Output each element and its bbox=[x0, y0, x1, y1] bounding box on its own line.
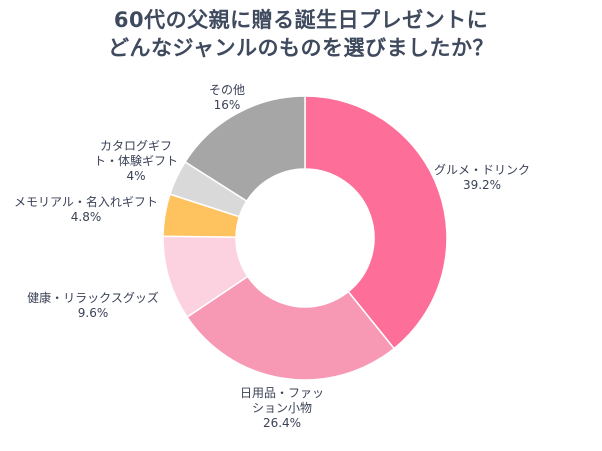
slice-label-catalog: カタログギフ ト・体験ギフト 4% bbox=[86, 139, 186, 184]
slice-label-catalog-value: 4% bbox=[126, 169, 146, 183]
slice-label-daily-goods-name-1: 日用品・ファッ bbox=[239, 386, 324, 400]
slice-label-daily-goods-value: 26.4% bbox=[262, 416, 302, 430]
slice-label-other-name: その他 bbox=[208, 83, 245, 97]
slice-label-other-value: 16% bbox=[213, 98, 241, 112]
slice-label-catalog-name-2: ト・体験ギフト bbox=[93, 154, 178, 168]
slice-label-health: 健康・リラックスグッズ 9.6% bbox=[18, 291, 168, 321]
chart-title: 60代の父親に贈る誕生日プレゼントに どんなジャンルのものを選びましたか？ bbox=[0, 6, 602, 62]
slice-label-daily-goods-name-2: ション小物 bbox=[251, 401, 312, 415]
chart-title-line-2: どんなジャンルのものを選びましたか？ bbox=[108, 36, 494, 60]
slice-other bbox=[184, 95, 306, 203]
slice-label-gourmet: グルメ・ドリンク 39.2% bbox=[434, 163, 530, 193]
slice-label-memorial-name: メモリアル・名入れギフト bbox=[14, 195, 158, 209]
slice-label-gourmet-value: 39.2% bbox=[462, 178, 502, 192]
slice-gourmet bbox=[304, 95, 448, 350]
slice-label-catalog-name-1: カタログギフ bbox=[99, 139, 172, 153]
slice-label-health-name: 健康・リラックスグッズ bbox=[27, 291, 159, 305]
slice-label-other: その他 16% bbox=[197, 83, 257, 113]
slice-label-gourmet-name: グルメ・ドリンク bbox=[434, 163, 531, 177]
slice-label-memorial: メモリアル・名入れギフト 4.8% bbox=[6, 195, 166, 225]
slice-daily-goods bbox=[186, 275, 396, 381]
chart-title-line-1: 60代の父親に贈る誕生日プレゼントに bbox=[113, 8, 489, 32]
slice-label-health-value: 9.6% bbox=[77, 306, 109, 320]
slice-label-memorial-value: 4.8% bbox=[70, 210, 102, 224]
slice-label-daily-goods: 日用品・ファッ ション小物 26.4% bbox=[232, 386, 332, 431]
